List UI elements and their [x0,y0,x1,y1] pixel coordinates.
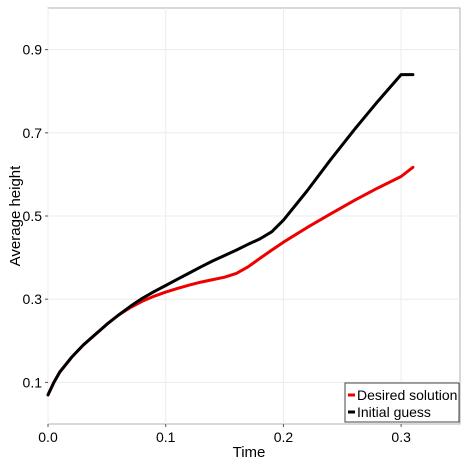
x-axis-ticks: 0.0 0.1 0.2 0.3 [38,424,411,445]
x-tick-label: 0.3 [391,429,411,445]
x-tick-label: 0.0 [38,429,58,445]
legend-label: Desired solution [357,387,457,403]
series-lines [46,73,415,397]
x-axis-title: Time [233,444,266,461]
y-axis-ticks: 0.1 0.3 0.5 0.7 0.9 [23,42,48,390]
y-tick-label: 0.3 [23,291,43,307]
legend-label: Initial guess [357,404,431,420]
y-tick-label: 0.9 [23,42,43,58]
gridlines [47,8,460,424]
y-axis-title: Average height [7,165,24,266]
legend-box [344,382,460,423]
y-tick-label: 0.7 [23,125,43,141]
series-line-1 [46,73,415,397]
y-tick-label: 0.5 [23,208,43,224]
x-tick-label: 0.2 [274,429,294,445]
y-tick-label: 0.1 [23,374,43,390]
x-tick-label: 0.1 [156,429,176,445]
